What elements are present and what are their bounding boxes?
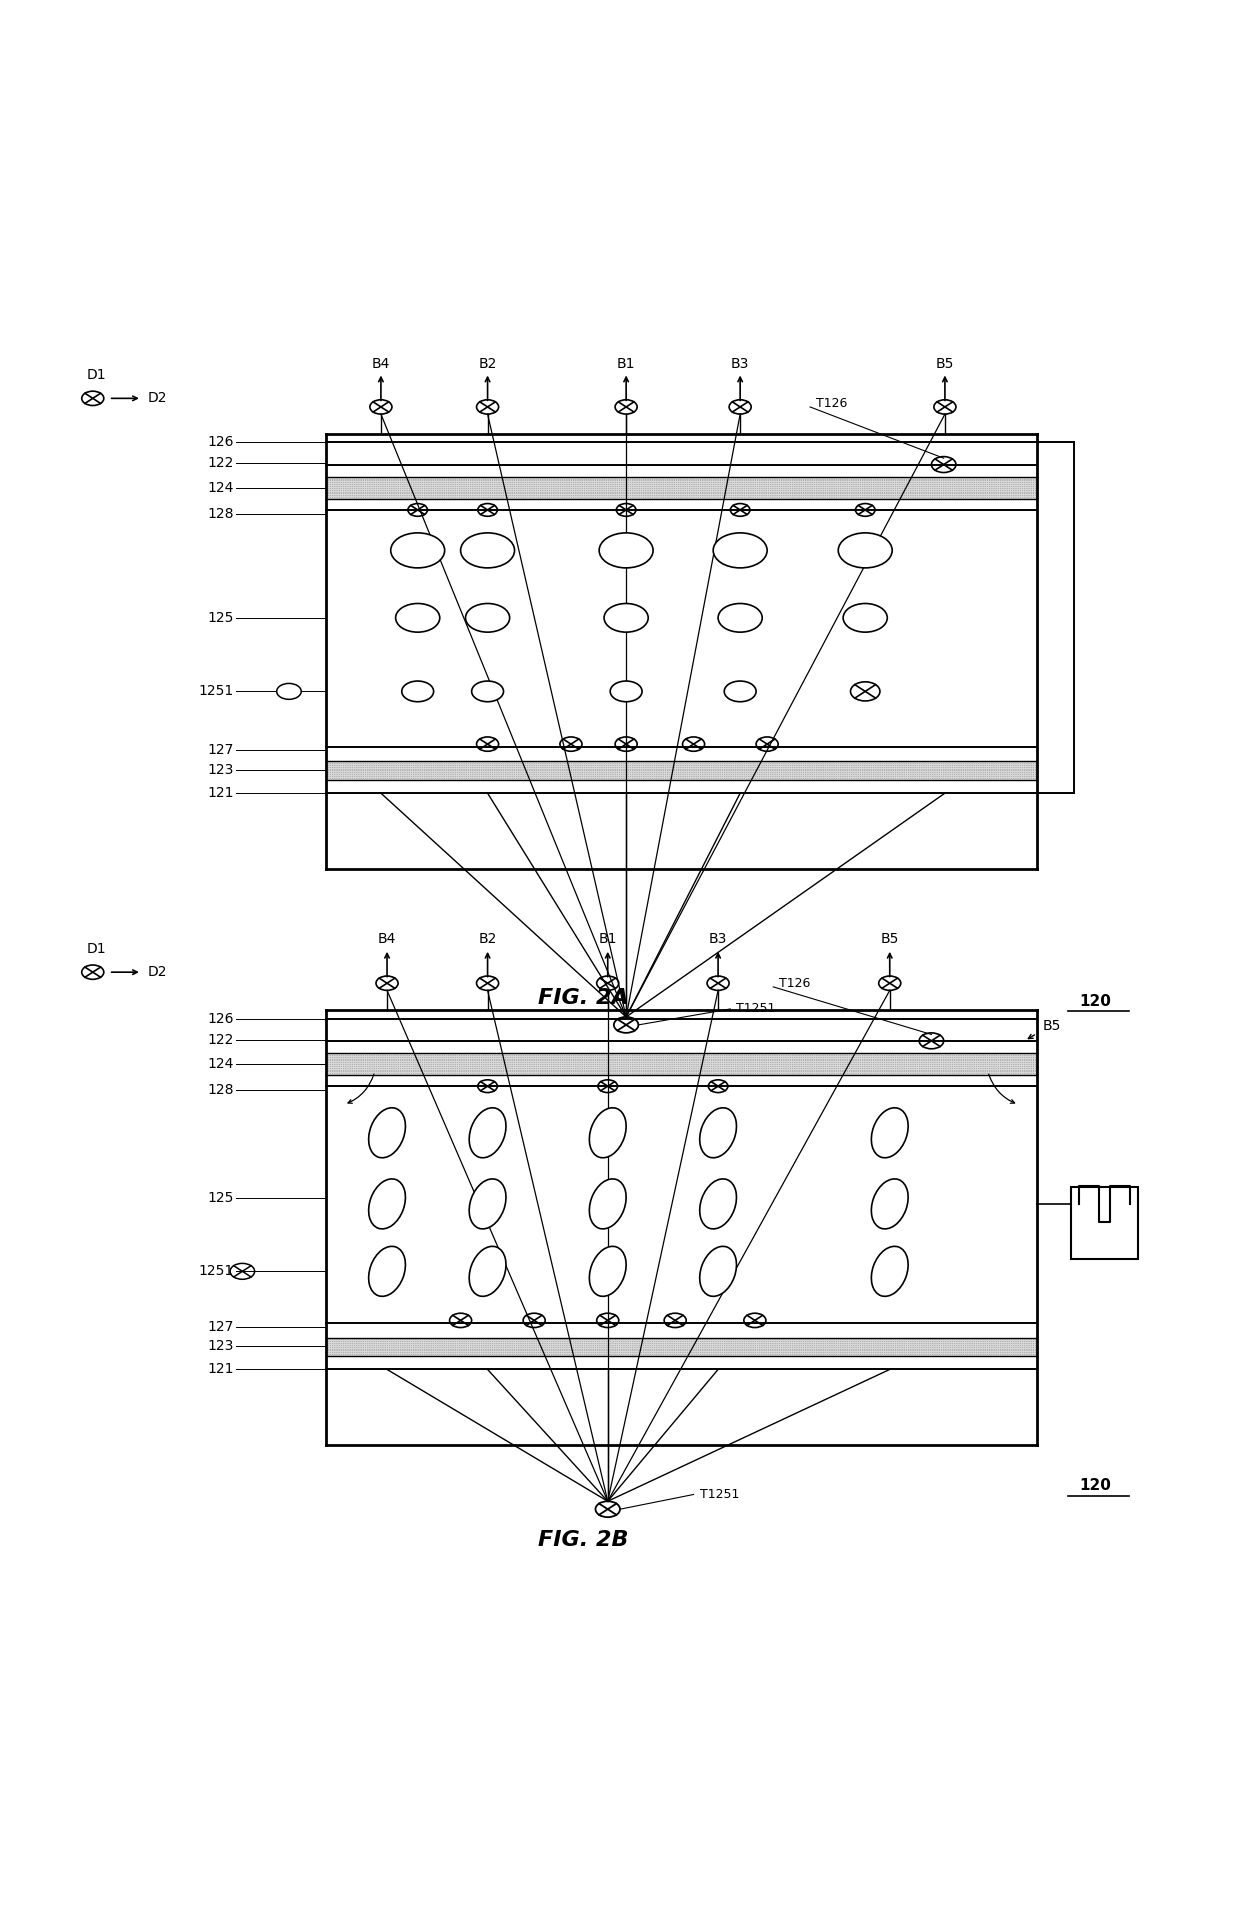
Ellipse shape bbox=[843, 604, 888, 632]
Ellipse shape bbox=[368, 1247, 405, 1297]
Text: B1: B1 bbox=[599, 932, 618, 945]
Text: B4: B4 bbox=[372, 357, 391, 371]
Text: D1: D1 bbox=[87, 369, 107, 382]
Ellipse shape bbox=[589, 1108, 626, 1157]
Ellipse shape bbox=[368, 1108, 405, 1157]
Bar bbox=[1070, 1188, 1138, 1259]
Text: 128: 128 bbox=[207, 506, 234, 521]
Ellipse shape bbox=[872, 1108, 908, 1157]
Text: B5: B5 bbox=[936, 357, 954, 371]
Ellipse shape bbox=[589, 1178, 626, 1228]
Ellipse shape bbox=[368, 1178, 405, 1228]
Bar bbox=[326, 1337, 1037, 1356]
Text: 128: 128 bbox=[207, 1083, 234, 1096]
Text: D2: D2 bbox=[148, 392, 167, 405]
Text: 124: 124 bbox=[207, 1056, 234, 1072]
Text: FIG. 2A: FIG. 2A bbox=[538, 987, 629, 1008]
Text: 120: 120 bbox=[1080, 1478, 1112, 1494]
Ellipse shape bbox=[391, 533, 445, 567]
Text: 123: 123 bbox=[207, 762, 234, 777]
Text: T1251: T1251 bbox=[699, 1488, 739, 1501]
Ellipse shape bbox=[699, 1108, 737, 1157]
Ellipse shape bbox=[471, 682, 503, 701]
Text: T126: T126 bbox=[816, 397, 848, 411]
Text: B5: B5 bbox=[1043, 1020, 1061, 1033]
Text: B4: B4 bbox=[378, 932, 397, 945]
Text: 121: 121 bbox=[207, 1362, 234, 1377]
Ellipse shape bbox=[604, 604, 649, 632]
Ellipse shape bbox=[469, 1108, 506, 1157]
Ellipse shape bbox=[589, 1247, 626, 1297]
Text: B1: B1 bbox=[616, 357, 635, 371]
Ellipse shape bbox=[872, 1247, 908, 1297]
Text: 1251: 1251 bbox=[198, 1264, 234, 1278]
Ellipse shape bbox=[469, 1178, 506, 1228]
Text: B3: B3 bbox=[730, 357, 749, 371]
Text: 127: 127 bbox=[207, 1320, 234, 1333]
Ellipse shape bbox=[469, 1247, 506, 1297]
Ellipse shape bbox=[402, 682, 434, 701]
Ellipse shape bbox=[396, 604, 440, 632]
Text: 126: 126 bbox=[207, 1012, 234, 1026]
Text: 122: 122 bbox=[207, 456, 234, 470]
Text: 124: 124 bbox=[207, 481, 234, 495]
Ellipse shape bbox=[599, 533, 653, 567]
Bar bbox=[326, 478, 1037, 499]
Ellipse shape bbox=[838, 533, 893, 567]
Ellipse shape bbox=[872, 1178, 908, 1228]
Text: 126: 126 bbox=[207, 435, 234, 449]
Ellipse shape bbox=[724, 682, 756, 701]
Ellipse shape bbox=[699, 1247, 737, 1297]
Text: 125: 125 bbox=[207, 1190, 234, 1205]
Text: 122: 122 bbox=[207, 1033, 234, 1047]
Ellipse shape bbox=[277, 684, 301, 699]
Text: 1251: 1251 bbox=[198, 684, 234, 699]
Ellipse shape bbox=[713, 533, 768, 567]
Text: D1: D1 bbox=[87, 942, 107, 955]
Text: B5: B5 bbox=[880, 932, 899, 945]
Text: T126: T126 bbox=[780, 976, 811, 989]
Text: 125: 125 bbox=[207, 611, 234, 625]
Text: T1251: T1251 bbox=[737, 1003, 776, 1016]
Text: 120: 120 bbox=[1080, 993, 1112, 1008]
Text: 123: 123 bbox=[207, 1339, 234, 1352]
Text: B2: B2 bbox=[479, 932, 497, 945]
Ellipse shape bbox=[699, 1178, 737, 1228]
Ellipse shape bbox=[610, 682, 642, 701]
Text: B2: B2 bbox=[479, 357, 497, 371]
Text: B3: B3 bbox=[709, 932, 728, 945]
Bar bbox=[326, 1052, 1037, 1075]
Text: 127: 127 bbox=[207, 743, 234, 756]
Text: D2: D2 bbox=[148, 965, 167, 980]
Ellipse shape bbox=[460, 533, 515, 567]
Ellipse shape bbox=[465, 604, 510, 632]
Text: 121: 121 bbox=[207, 787, 234, 800]
Ellipse shape bbox=[718, 604, 763, 632]
Bar bbox=[326, 762, 1037, 779]
Text: FIG. 2B: FIG. 2B bbox=[538, 1530, 629, 1549]
